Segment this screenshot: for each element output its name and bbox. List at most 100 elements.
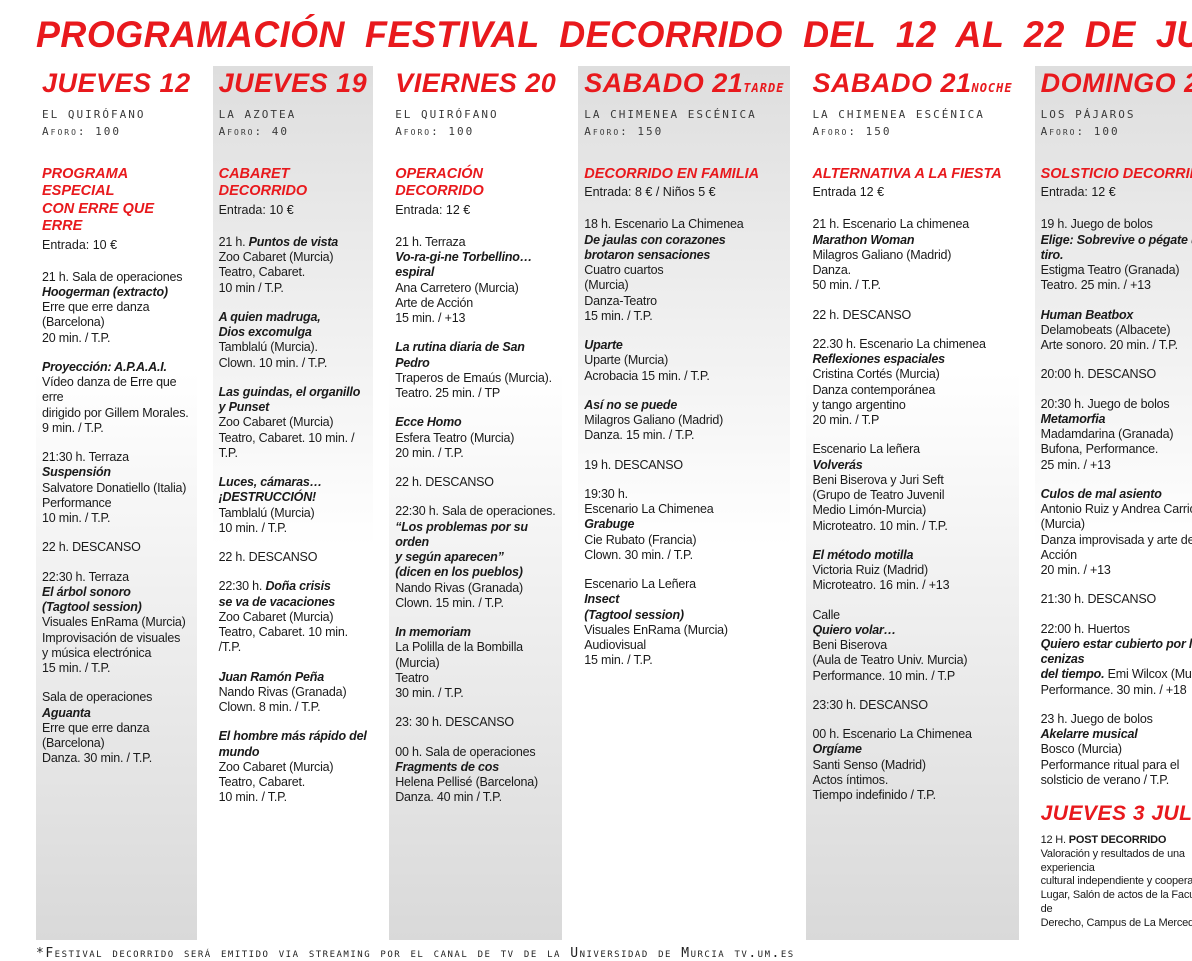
- text-segment: Orgíame: [812, 742, 862, 757]
- entry-fee: Entrada: 12 €: [1040, 185, 1116, 200]
- event-line: La rutina diaria de San Pedro: [395, 340, 556, 371]
- text-segment: 22 h. DESCANSO: [218, 550, 318, 565]
- text-segment: Milagros Galiano (Madrid): [812, 247, 952, 262]
- text-segment: Tamblalú (Murcia): [218, 505, 315, 520]
- event-line: Clown. 8 min. / T.P.: [219, 700, 368, 715]
- event-line: Zoo Cabaret (Murcia): [219, 250, 368, 265]
- event-line: Escenario La Chimenea: [584, 502, 784, 517]
- text-segment: Delamobeats (Albacete): [1040, 322, 1171, 337]
- event-line: 20 min. / +13: [1041, 563, 1192, 578]
- text-segment: Performance: [42, 495, 112, 510]
- event-line: Vídeo danza de Erre que erre: [42, 375, 191, 406]
- event-line: Nando Rivas (Granada): [395, 581, 556, 596]
- event-line: Ana Carretero (Murcia): [395, 281, 556, 296]
- text-segment: 22.30 h. Escenario La chimenea: [812, 336, 986, 351]
- text-segment: (dicen en los pueblos): [395, 565, 523, 580]
- event-line: Bufona, Performance.: [1041, 442, 1192, 457]
- event-block: 20:00 h. DESCANSO: [1041, 367, 1192, 382]
- program-title-line: OPERACIÓN DECORRIDO: [395, 166, 484, 200]
- text-segment: Bufona, Performance.: [1040, 442, 1159, 457]
- text-segment: 15 min. / T.P.: [42, 661, 111, 676]
- text-segment: Antonio Ruiz y Andrea Carrión (Murcia): [1040, 502, 1192, 532]
- event-block: 22:30 h. Sala de operaciones. “Los proble…: [395, 504, 556, 611]
- text-segment: 19 h. Juego de bolos: [1040, 217, 1153, 232]
- text-segment: Milagros Galiano (Madrid): [584, 413, 724, 428]
- text-segment: Clown. 15 min. / T.P.: [395, 595, 504, 610]
- event-line: Metamorfia: [1041, 412, 1192, 427]
- program-title-line: CABARET DECORRIDO: [218, 166, 308, 200]
- text-segment: 19 h. DESCANSO: [584, 457, 683, 472]
- day-heading: SABADO 21TARDE: [584, 68, 784, 99]
- event-block: 20:30 h. Juego de bolos Metamorfia Madamda…: [1041, 397, 1192, 473]
- text-segment: Cristina Cortés (Murcia): [812, 367, 940, 382]
- venue-label: EL QUIRÓFANO: [42, 108, 146, 121]
- day-suffix: TARDE: [743, 81, 785, 95]
- program-columns: JUEVES 12 EL QUIRÓFANO Aforo: 100 PROGRAMA …: [36, 66, 1192, 941]
- text-segment: Visuales EnRama (Murcia): [42, 615, 186, 630]
- text-segment: (Tagtool session): [584, 607, 684, 622]
- text-segment: y música electrónica: [42, 645, 152, 660]
- event-line: Danza.: [812, 263, 1012, 278]
- event-line: Human Beatbox: [1041, 308, 1192, 323]
- text-segment: Calle: [812, 607, 840, 622]
- event-line: Danza. 40 min / T.P.: [395, 790, 556, 805]
- venue-label: LOS PÁJAROS: [1040, 108, 1136, 121]
- day-column-6: DOMINGO 22 LOS PÁJAROS Aforo: 100 SOLSTICIO…: [1034, 66, 1192, 941]
- event-line: Sala de operaciones: [42, 690, 191, 705]
- text-segment: Clown. 8 min. / T.P.: [218, 700, 321, 715]
- text-segment: 22 h. DESCANSO: [395, 475, 494, 490]
- event-line: (Aula de Teatro Univ. Murcia): [812, 653, 1012, 668]
- event-line: Actos íntimos.: [812, 773, 1012, 788]
- text-segment: 21 h. Terraza: [395, 234, 466, 249]
- text-segment: 10 min. / T.P.: [218, 520, 288, 535]
- event-block: 00 h. Sala de operaciones Fragments de co…: [395, 745, 556, 806]
- event-line: Milagros Galiano (Madrid): [584, 413, 784, 428]
- text-segment: Nando Rivas (Granada): [395, 580, 523, 595]
- event-line: Bosco (Murcia): [1041, 742, 1192, 757]
- event-line: Las guindas, el organillo: [219, 385, 368, 400]
- text-segment: Emi Wilcox (Murcia): [1107, 667, 1192, 682]
- event-block: 22 h. DESCANSO: [219, 550, 368, 565]
- venue-label: LA CHIMENEA ESCÉNICA: [584, 108, 757, 121]
- text-segment: Cie Rubato (Francia): [584, 532, 697, 547]
- text-segment: Doña crisis: [265, 579, 331, 594]
- day-column-4: SABADO 21TARDE LA CHIMENEA ESCÉNICA Aforo:…: [578, 66, 791, 941]
- event-line: 20:30 h. Juego de bolos: [1041, 397, 1192, 412]
- day-label: JUEVES 12: [42, 68, 191, 98]
- event-block: 21 h. Sala de operaciones Hoogerman (extr…: [42, 270, 191, 346]
- event-line: Zoo Cabaret (Murcia): [219, 760, 368, 775]
- text-segment: Escenario La Chimenea: [584, 502, 714, 517]
- event-line: 21 h. Sala de operaciones: [42, 270, 191, 285]
- text-segment: 15 min. / +13: [395, 311, 466, 326]
- text-segment: 10 min. / T.P.: [42, 511, 111, 526]
- text-segment: Volverás: [812, 457, 863, 472]
- event-line: 15 min. / T.P.: [584, 653, 784, 668]
- event-line: Escenario La Leñera: [584, 577, 784, 592]
- text-segment: Hoogerman (extracto): [42, 284, 168, 299]
- text-segment: brotaron sensaciones: [584, 247, 711, 262]
- text-segment: A quien madruga,: [218, 309, 321, 324]
- text-segment: Salvatore Donatiello (Italia): [42, 480, 187, 495]
- event-block: Ecce Homo Esfera Teatro (Murcia) 20 min. /…: [395, 415, 556, 461]
- event-line: del tiempo. Emi Wilcox (Murcia): [1041, 667, 1192, 682]
- text-segment: 18 h. Escenario La Chimenea: [584, 217, 744, 232]
- event-line: dirigido por Gillem Morales.: [42, 406, 191, 421]
- event-line: Grabuge: [584, 517, 784, 532]
- event-block: Uparte Uparte (Murcia) Acrobacia 15 min. /…: [584, 338, 784, 384]
- event-line: Uparte: [584, 338, 784, 353]
- event-line: Visuales EnRama (Murcia): [584, 623, 784, 638]
- text-segment: Quiero estar cubierto por las cenizas: [1040, 636, 1192, 667]
- event-line: Aguanta: [42, 706, 191, 721]
- event-line: Teatro, Cabaret. 10 min. /T.P.: [219, 625, 368, 656]
- text-segment: Danza improvisada y arte de Acción: [1040, 532, 1192, 562]
- event-block: 21 h. Escenario La chimenea Marathon Woma…: [812, 217, 1012, 293]
- text-segment: Erre que erre danza: [42, 300, 150, 315]
- event-line: Milagros Galiano (Madrid): [812, 248, 1012, 263]
- event-line: espiral: [395, 265, 556, 280]
- capacity-label: Aforo: 40: [218, 125, 289, 139]
- text-segment: Arte sonoro. 20 min. / T.P.: [1040, 338, 1178, 353]
- event-line: Delamobeats (Albacete): [1041, 323, 1192, 338]
- text-segment: del tiempo.: [1040, 667, 1105, 682]
- text-segment: Zoo Cabaret (Murcia): [218, 759, 334, 774]
- event-line: Performance. 10 min. / T.P: [812, 669, 1012, 684]
